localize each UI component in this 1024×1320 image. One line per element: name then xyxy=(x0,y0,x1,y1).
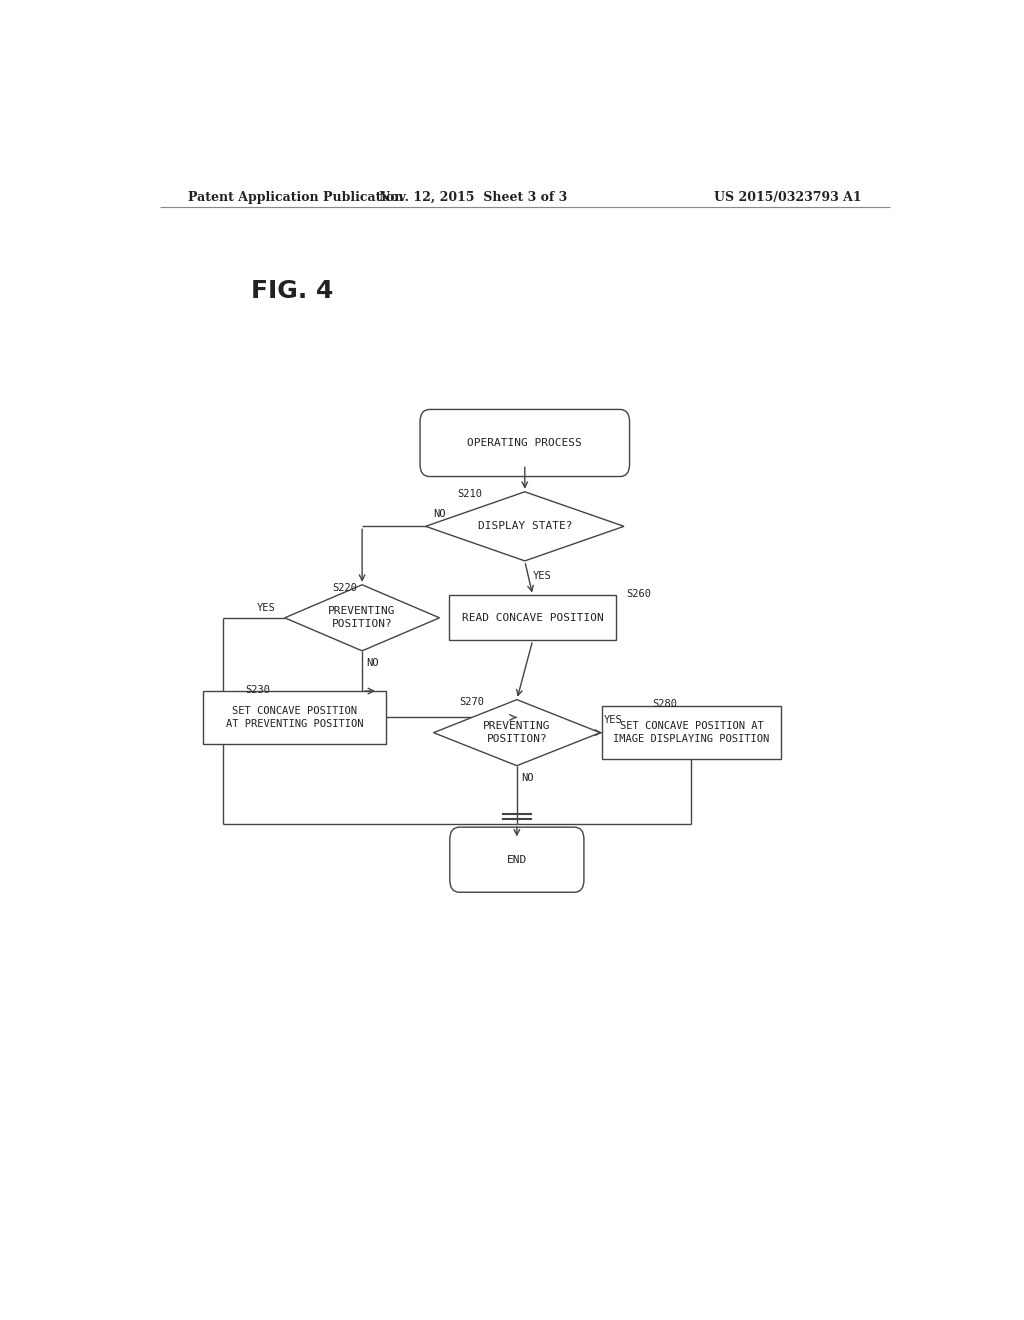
Text: Nov. 12, 2015  Sheet 3 of 3: Nov. 12, 2015 Sheet 3 of 3 xyxy=(379,190,567,203)
FancyBboxPatch shape xyxy=(450,828,584,892)
Text: NO: NO xyxy=(433,510,446,519)
Text: S270: S270 xyxy=(460,697,484,708)
Polygon shape xyxy=(433,700,600,766)
Text: READ CONCAVE POSITION: READ CONCAVE POSITION xyxy=(462,612,603,623)
Text: DISPLAY STATE?: DISPLAY STATE? xyxy=(477,521,572,532)
Text: US 2015/0323793 A1: US 2015/0323793 A1 xyxy=(715,190,862,203)
Text: END: END xyxy=(507,855,527,865)
Text: PREVENTING
POSITION?: PREVENTING POSITION? xyxy=(329,606,396,630)
Text: OPERATING PROCESS: OPERATING PROCESS xyxy=(467,438,583,447)
Text: S210: S210 xyxy=(458,488,482,499)
Text: Patent Application Publication: Patent Application Publication xyxy=(187,190,403,203)
Text: S230: S230 xyxy=(246,685,270,696)
Polygon shape xyxy=(426,492,624,561)
Text: SET CONCAVE POSITION
AT PREVENTING POSITION: SET CONCAVE POSITION AT PREVENTING POSIT… xyxy=(226,706,364,729)
Text: YES: YES xyxy=(604,715,623,726)
Text: S280: S280 xyxy=(652,700,677,709)
Text: S220: S220 xyxy=(332,583,357,594)
Text: YES: YES xyxy=(257,603,275,612)
Bar xyxy=(450,595,616,640)
Bar xyxy=(602,706,780,759)
Bar xyxy=(204,690,386,744)
Polygon shape xyxy=(285,585,439,651)
Text: SET CONCAVE POSITION AT
IMAGE DISPLAYING POSITION: SET CONCAVE POSITION AT IMAGE DISPLAYING… xyxy=(613,721,770,744)
Text: YES: YES xyxy=(532,572,552,581)
Text: NO: NO xyxy=(367,659,379,668)
Text: PREVENTING
POSITION?: PREVENTING POSITION? xyxy=(483,721,551,744)
Text: S260: S260 xyxy=(627,589,651,598)
Text: FIG. 4: FIG. 4 xyxy=(251,279,334,302)
Text: NO: NO xyxy=(521,774,534,783)
FancyBboxPatch shape xyxy=(420,409,630,477)
